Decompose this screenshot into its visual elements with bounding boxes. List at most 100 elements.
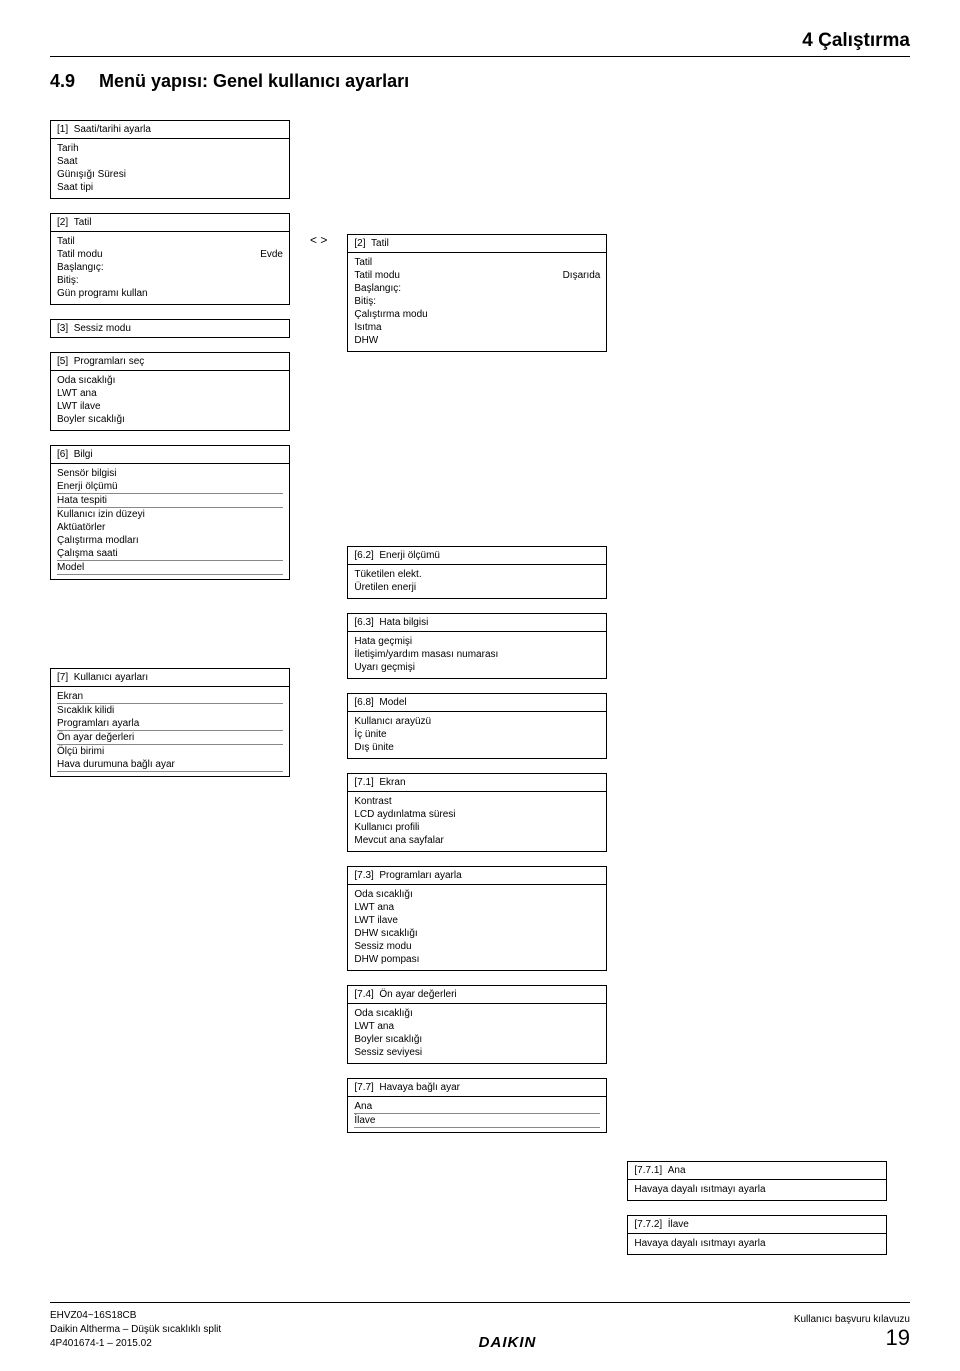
box-7-3: [7.3] Programları ayarla Oda sıcaklığı L… <box>347 866 607 971</box>
list-item: Sensör bilgisi <box>57 467 283 480</box>
box-title: Havaya bağlı ayar <box>379 1082 460 1093</box>
list-item: Isıtma <box>354 321 600 334</box>
list-item: Çalışma saati <box>57 547 283 561</box>
list-item: Çalıştırma modları <box>57 534 283 547</box>
page-footer: EHVZ04~16S18CB Daikin Altherma – Düşük s… <box>50 1297 910 1351</box>
section-num: 4.9 <box>50 71 94 92</box>
box-title: Programları seç <box>74 356 145 367</box>
list-item: Oda sıcaklığı <box>354 1007 600 1020</box>
list-item: DHW sıcaklığı <box>354 927 600 940</box>
list-item: LWT ana <box>57 387 283 400</box>
list-item: Hata tespiti <box>57 494 283 508</box>
footer-right: Kullanıcı başvuru kılavuzu 19 <box>794 1314 910 1351</box>
list-item: Günışığı Süresi <box>57 168 283 181</box>
list-item: Tüketilen elekt. <box>354 568 600 581</box>
list-item: Ana <box>354 1100 600 1114</box>
list-item: Kullanıcı izin düzeyi <box>57 508 283 521</box>
footer-line: 4P401674-1 – 2015.02 <box>50 1337 221 1351</box>
box-7-7: [7.7] Havaya bağlı ayar Ana İlave <box>347 1078 607 1133</box>
box-title: Ekran <box>379 777 405 788</box>
list-item: Sessiz modu <box>354 940 600 953</box>
list-item: Hava durumuna bağlı ayar <box>57 758 283 772</box>
list-item: Tatil <box>57 235 283 248</box>
list-item: LCD aydınlatma süresi <box>354 808 600 821</box>
list-item: Uyarı geçmişi <box>354 661 600 674</box>
list-item: Tarih <box>57 142 283 155</box>
nav-arrows: < > <box>310 233 327 247</box>
box-title: Kullanıcı ayarları <box>74 672 148 683</box>
footer-line: EHVZ04~16S18CB <box>50 1309 221 1323</box>
list-item: Tatil moduDışarıda <box>354 269 600 282</box>
brand-logo: DAIKIN <box>479 1334 537 1351</box>
list-item: Enerji ölçümü <box>57 480 283 494</box>
list-item: LWT ana <box>354 1020 600 1033</box>
box-idx: [7.1] <box>354 777 373 788</box>
box-6-8: [6.8] Model Kullanıcı arayüzü İç ünite D… <box>347 693 607 759</box>
list-item: Tatil moduEvde <box>57 248 283 261</box>
list-item: DHW <box>354 334 600 347</box>
box-1: [1] Saati/tarihi ayarla Tarih Saat Günış… <box>50 120 290 199</box>
box-title: Sessiz modu <box>74 323 131 334</box>
list-item: Ölçü birimi <box>57 745 283 758</box>
divider <box>50 56 910 57</box>
list-item: Programları ayarla <box>57 717 283 731</box>
list-item: Boyler sıcaklığı <box>57 413 283 426</box>
box-title: Ön ayar değerleri <box>379 989 456 1000</box>
list-item: DHW pompası <box>354 953 600 966</box>
list-item: Dış ünite <box>354 741 600 754</box>
box-idx: [7.7.1] <box>634 1165 662 1176</box>
list-item: Model <box>57 561 283 575</box>
box-3: [3] Sessiz modu <box>50 319 290 338</box>
box-idx: [6.8] <box>354 697 373 708</box>
box-idx: [2] <box>57 217 68 228</box>
box-title: Ana <box>668 1165 686 1176</box>
box-title: Enerji ölçümü <box>379 550 440 561</box>
box-idx: [2] <box>354 238 365 249</box>
list-item: LWT ilave <box>57 400 283 413</box>
box-idx: [6.3] <box>354 617 373 628</box>
box-idx: [7.4] <box>354 989 373 1000</box>
list-item: Üretilen enerji <box>354 581 600 594</box>
section-text: Menü yapısı: Genel kullanıcı ayarları <box>99 71 409 91</box>
list-item: Kullanıcı arayüzü <box>354 715 600 728</box>
list-item: İç ünite <box>354 728 600 741</box>
list-item: Saat <box>57 155 283 168</box>
list-item: İletişim/yardım masası numarası <box>354 648 600 661</box>
box-idx: [3] <box>57 323 68 334</box>
footer-line: Daikin Altherma – Düşük sıcaklıklı split <box>50 1323 221 1337</box>
list-item: Kontrast <box>354 795 600 808</box>
box-7-7-1: [7.7.1] Ana Havaya dayalı ısıtmayı ayarl… <box>627 1161 887 1201</box>
box-7-1: [7.1] Ekran Kontrast LCD aydınlatma süre… <box>347 773 607 852</box>
list-item: İlave <box>354 1114 600 1128</box>
box-idx: [7.3] <box>354 870 373 881</box>
box-title: Saati/tarihi ayarla <box>74 124 151 135</box>
list-item: Hata geçmişi <box>354 635 600 648</box>
list-item: Aktüatörler <box>57 521 283 534</box>
box-7-4: [7.4] Ön ayar değerleri Oda sıcaklığı LW… <box>347 985 607 1064</box>
list-item: Mevcut ana sayfalar <box>354 834 600 847</box>
list-item: Tatil <box>354 256 600 269</box>
box-title: Hata bilgisi <box>379 617 428 628</box>
list-item: Oda sıcaklığı <box>57 374 283 387</box>
box-idx: [5] <box>57 356 68 367</box>
box-idx: [7] <box>57 672 68 683</box>
list-item: Ön ayar değerleri <box>57 731 283 745</box>
box-6-3: [6.3] Hata bilgisi Hata geçmişi İletişim… <box>347 613 607 679</box>
section-title: 4.9 Menü yapısı: Genel kullanıcı ayarlar… <box>50 71 910 92</box>
box-5: [5] Programları seç Oda sıcaklığı LWT an… <box>50 352 290 431</box>
list-item: Çalıştırma modu <box>354 308 600 321</box>
list-item: Havaya dayalı ısıtmayı ayarla <box>634 1183 880 1196</box>
list-item: Başlangıç: <box>57 261 283 274</box>
list-item: Havaya dayalı ısıtmayı ayarla <box>634 1237 880 1250</box>
box-7: [7] Kullanıcı ayarları Ekran Sıcaklık ki… <box>50 668 290 777</box>
box-2a: [2] Tatil Tatil Tatil moduEvde Başlangıç… <box>50 213 290 305</box>
box-idx: [7.7] <box>354 1082 373 1093</box>
divider <box>50 1302 910 1303</box>
box-6-2: [6.2] Enerji ölçümü Tüketilen elekt. Üre… <box>347 546 607 599</box>
footer-left: EHVZ04~16S18CB Daikin Altherma – Düşük s… <box>50 1309 221 1351</box>
box-title: Model <box>379 697 406 708</box>
box-idx: [6.2] <box>354 550 373 561</box>
list-item: Ekran <box>57 690 283 704</box>
footer-doc-title: Kullanıcı başvuru kılavuzu <box>794 1314 910 1325</box>
list-item: LWT ilave <box>354 914 600 927</box>
